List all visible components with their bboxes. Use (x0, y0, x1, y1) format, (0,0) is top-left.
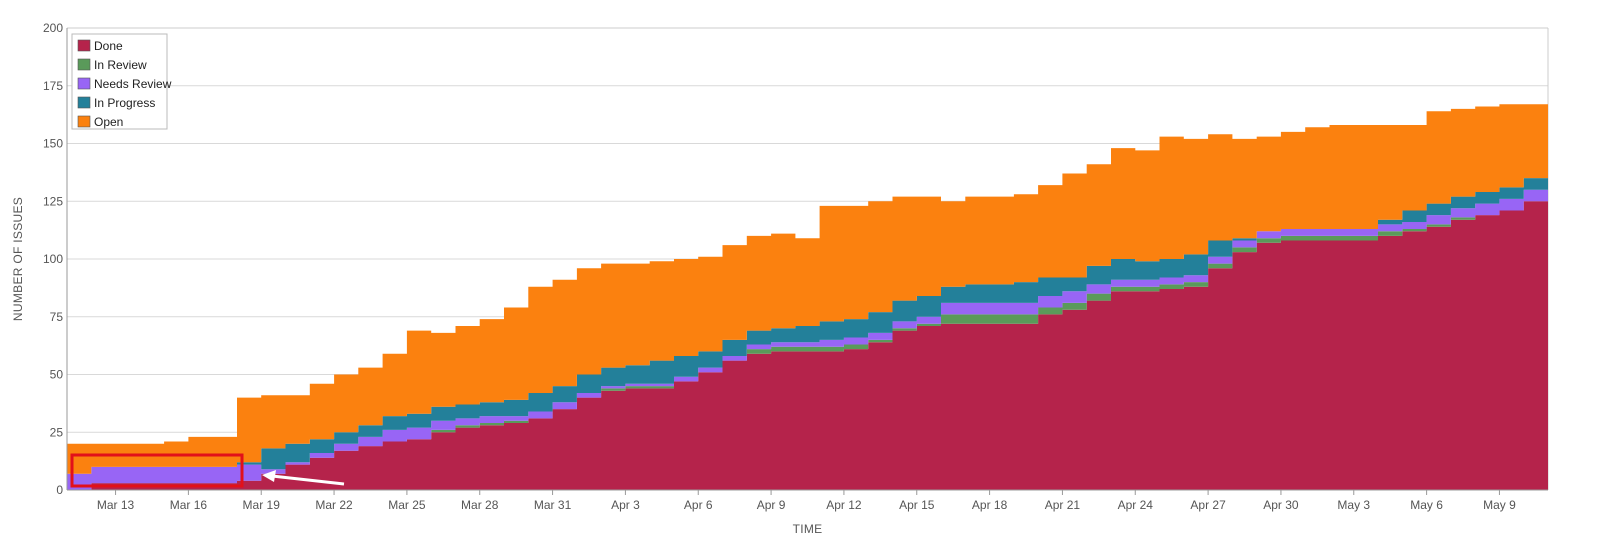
x-tick-label: Mar 16 (170, 498, 208, 512)
legend-swatch (77, 96, 91, 109)
legend-swatch (77, 77, 91, 90)
highlight-box (70, 453, 244, 488)
x-tick-label: Mar 22 (315, 498, 353, 512)
x-tick-label: Apr 15 (899, 498, 935, 512)
legend-label: Done (94, 39, 123, 53)
y-tick-label: 75 (50, 310, 64, 324)
x-tick-label: Apr 12 (826, 498, 862, 512)
x-tick-label: Mar 28 (461, 498, 499, 512)
legend-label: In Progress (94, 96, 155, 110)
area-layer (67, 60, 1548, 490)
y-tick-label: 125 (43, 194, 63, 208)
legend-swatch (77, 58, 91, 71)
x-tick-label: Apr 21 (1045, 498, 1081, 512)
y-tick-label: 0 (56, 483, 63, 497)
x-tick-label: Mar 13 (97, 498, 135, 512)
x-tick-label: Mar 31 (534, 498, 572, 512)
legend-label: Open (94, 115, 123, 129)
y-tick-label: 25 (50, 425, 64, 439)
axis-layer: 0 25 50 75 100 125 150 175 200 Mar 13 Mar 16 Mar 19… (43, 21, 1548, 512)
x-tick-label: May 9 (1483, 498, 1516, 512)
annotation-layer (70, 453, 345, 488)
legend-swatch (77, 115, 91, 128)
x-tick-label: Apr 27 (1190, 498, 1226, 512)
y-axis-title: NUMBER OF ISSUES (11, 197, 25, 321)
x-tick-label: Apr 6 (684, 498, 713, 512)
x-tick-label: Apr 30 (1263, 498, 1299, 512)
y-tick-label: 175 (43, 79, 63, 93)
x-axis-title: TIME (793, 522, 823, 536)
area-series-done (67, 178, 1548, 490)
legend: Done In Review Needs Review In Progress Open (71, 33, 172, 130)
x-tick-label: Apr 24 (1118, 498, 1154, 512)
y-tick-label: 100 (43, 252, 63, 266)
legend-swatch (77, 39, 91, 52)
legend-label: Needs Review (94, 77, 172, 91)
x-tick-label: Apr 9 (757, 498, 786, 512)
x-tick-label: Apr 18 (972, 498, 1008, 512)
area-series-open (67, 60, 1548, 474)
x-tick-label: May 3 (1337, 498, 1370, 512)
x-tick-label: Mar 25 (388, 498, 426, 512)
annotation-arrow-head (262, 470, 276, 482)
annotation-arrow-shaft (271, 474, 345, 486)
x-tick-label: May 6 (1410, 498, 1443, 512)
y-tick-label: 200 (43, 21, 63, 35)
y-tick-label: 50 (50, 368, 64, 382)
x-tick-label: Apr 3 (611, 498, 640, 512)
legend-label: In Review (94, 58, 147, 72)
x-tick-label: Mar 19 (243, 498, 281, 512)
y-tick-label: 150 (43, 137, 63, 151)
